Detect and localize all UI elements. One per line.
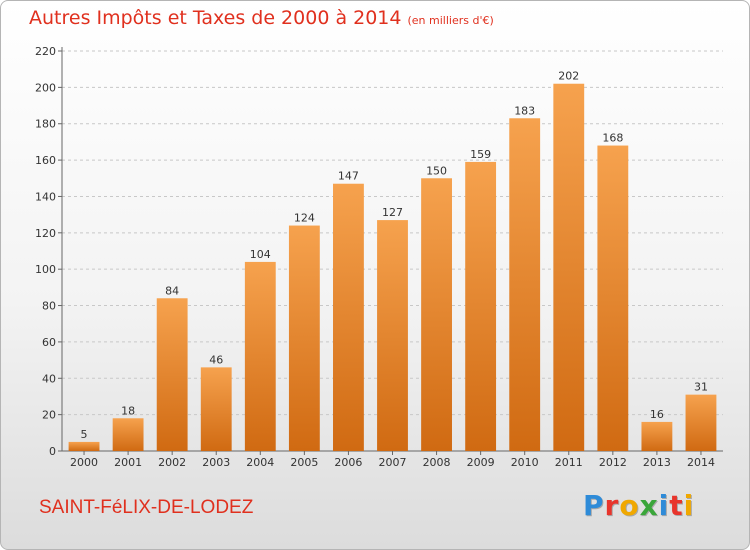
logo-letter: t <box>669 489 684 522</box>
x-tick-label: 2008 <box>423 456 451 469</box>
logo-letter: i <box>683 489 695 522</box>
logo-letter: x <box>639 489 659 522</box>
bar-value-label: 202 <box>558 70 579 83</box>
y-tick-label: 80 <box>42 300 56 313</box>
bar-value-label: 168 <box>602 132 623 145</box>
y-tick-label: 160 <box>35 154 56 167</box>
bar-value-label: 5 <box>81 428 88 441</box>
x-tick-label: 2013 <box>643 456 671 469</box>
x-tick-label: 2003 <box>202 456 230 469</box>
bar <box>377 220 408 451</box>
bar-value-label: 147 <box>338 170 359 183</box>
y-tick-label: 40 <box>42 372 56 385</box>
logo-letter: i <box>658 489 670 522</box>
y-tick-label: 180 <box>35 118 56 131</box>
bar <box>288 225 320 451</box>
y-tick-label: 60 <box>42 336 56 349</box>
x-tick-label: 2012 <box>599 456 627 469</box>
x-tick-label: 2010 <box>511 456 539 469</box>
bar <box>685 394 717 451</box>
x-tick-label: 2004 <box>246 456 274 469</box>
y-tick-label: 140 <box>35 190 56 203</box>
logo-letter: o <box>619 489 640 522</box>
bar-value-label: 150 <box>426 164 447 177</box>
bar <box>465 161 497 451</box>
x-tick-label: 2006 <box>334 456 362 469</box>
bars <box>68 83 717 452</box>
labels: 5 18 84 46 104 124 147 127 150 159 183 202 168 16 31 <box>81 70 708 441</box>
bar <box>244 261 276 451</box>
bar-value-label: 16 <box>650 408 664 421</box>
title-unit: (en milliers d'€) <box>407 14 494 27</box>
y-tick-label: 220 <box>35 45 56 58</box>
bar-value-label: 104 <box>250 248 271 261</box>
bar-value-label: 31 <box>694 381 708 394</box>
y-tick-label: 100 <box>35 263 56 276</box>
bar <box>553 83 585 452</box>
logo-letter: P <box>583 489 605 522</box>
x-tick-label: 2009 <box>467 456 495 469</box>
bar-value-label: 183 <box>514 104 535 117</box>
x-tick-label: 2002 <box>158 456 186 469</box>
bar <box>156 298 188 451</box>
x-tick-label: 2005 <box>290 456 318 469</box>
y-tick-label: 20 <box>42 409 56 422</box>
bar-value-label: 84 <box>165 284 179 297</box>
x-tick-label: 2014 <box>687 456 715 469</box>
title-text: Autres Impôts et Taxes de 2000 à 2014 <box>29 7 402 29</box>
bar <box>200 367 232 451</box>
bar-value-label: 127 <box>382 206 403 219</box>
bar <box>641 421 673 451</box>
bar <box>597 145 629 451</box>
y-tick-label: 0 <box>49 445 56 458</box>
bar-value-label: 46 <box>209 353 223 366</box>
bar-value-label: 159 <box>470 148 491 161</box>
x-tick-label: 2011 <box>555 456 583 469</box>
x-tick-label: 2001 <box>114 456 142 469</box>
commune-name: SAINT-FéLIX-DE-LODEZ <box>39 497 254 518</box>
axes: 0 20 40 60 80 100 120 140 160 180 200 220 2000 2001 20… <box>35 45 723 469</box>
bar <box>421 178 452 452</box>
chart-title: Autres Impôts et Taxes de 2000 à 2014 (en… <box>29 7 494 29</box>
logo-letter: r <box>604 489 620 522</box>
proxiti-logo: Proxiti <box>583 489 694 522</box>
bar <box>68 441 100 451</box>
x-tick-label: 2000 <box>70 456 98 469</box>
bar-value-label: 124 <box>294 212 315 225</box>
y-tick-label: 120 <box>35 227 56 240</box>
x-tick-label: 2007 <box>379 456 407 469</box>
bar <box>112 418 144 451</box>
bar <box>333 183 364 451</box>
bar <box>509 118 541 451</box>
y-tick-label: 200 <box>35 81 56 94</box>
bar-value-label: 18 <box>121 404 135 417</box>
